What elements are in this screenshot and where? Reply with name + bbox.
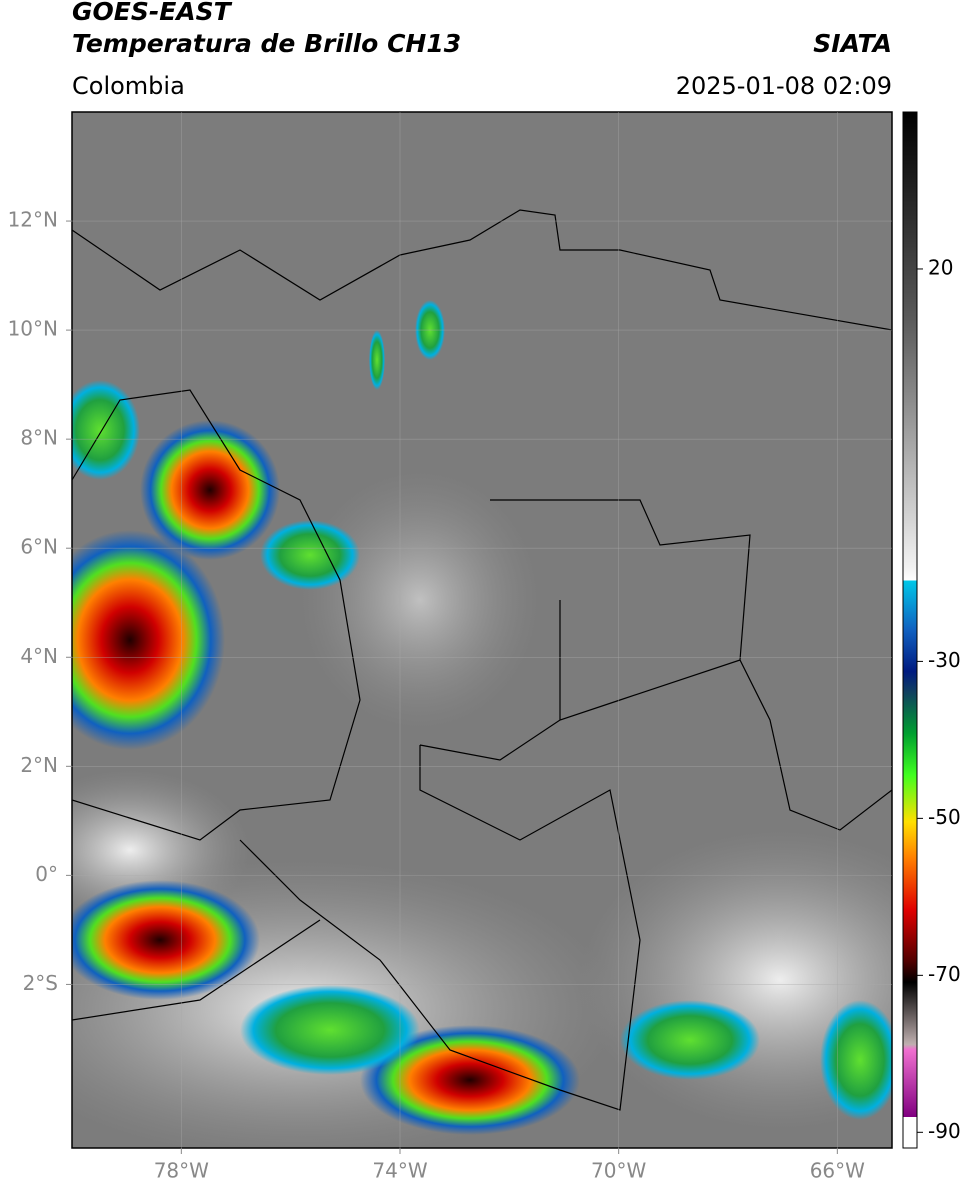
x-tick-label: 66°W [810,1159,865,1183]
source: SIATA [813,29,892,58]
colorbar-label: -50 [928,805,961,829]
y-tick-label: 2°N [20,753,58,777]
y-tick-label: 10°N [8,317,58,341]
y-tick-label: 12°N [8,208,58,232]
satellite-image [72,112,892,1148]
x-tick-label: 70°W [591,1159,646,1183]
x-tick-label: 78°W [154,1159,209,1183]
colorbar-label: -30 [928,648,961,672]
y-tick-label: 2°S [23,971,58,995]
colorbar-label: -70 [928,962,961,986]
colorbar-label: 20 [928,255,953,279]
colorbar [902,111,918,1149]
map-frame [71,111,893,1149]
y-tick-label: 6°N [20,535,58,559]
title: GOES-EAST [72,0,233,26]
x-tick-label: 74°W [372,1159,427,1183]
subtitle: Temperatura de Brillo CH13 [72,29,461,58]
region: Colombia [72,72,185,100]
colorbar-label: -90 [928,1119,961,1143]
timestamp: 2025-01-08 02:09 [676,72,892,100]
y-tick-label: 8°N [20,426,58,450]
y-tick-label: 0° [35,862,58,886]
y-tick-label: 4°N [20,644,58,668]
